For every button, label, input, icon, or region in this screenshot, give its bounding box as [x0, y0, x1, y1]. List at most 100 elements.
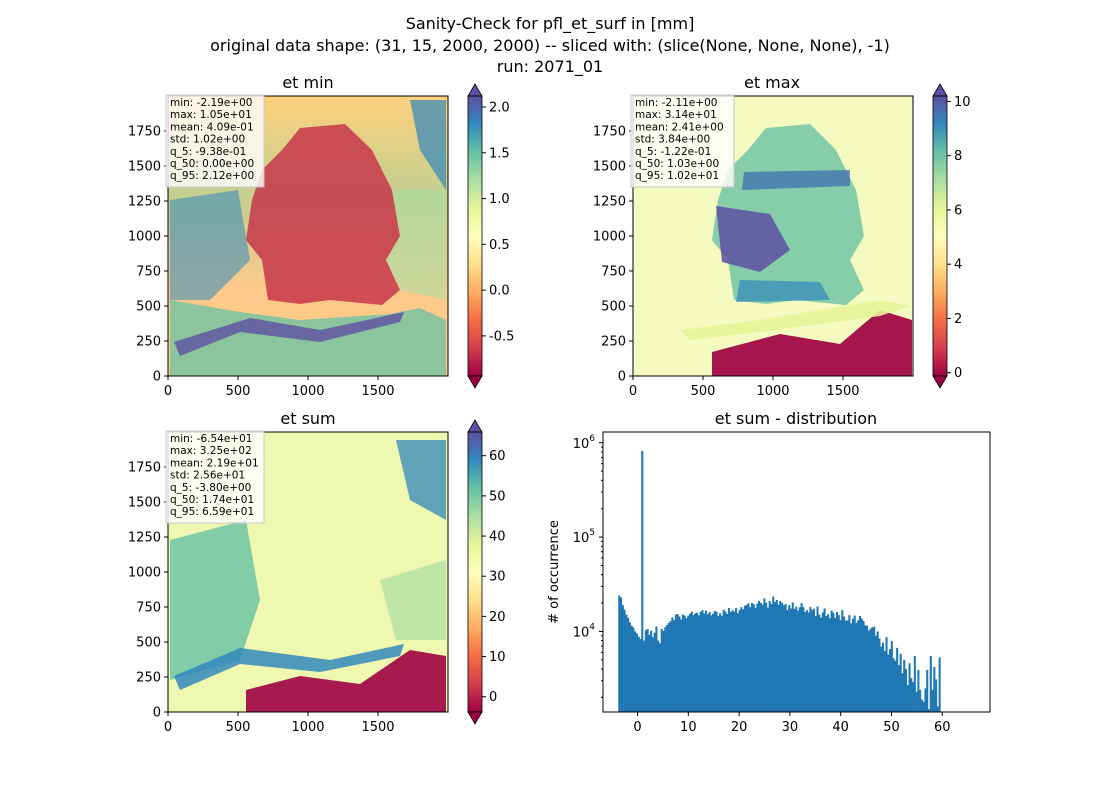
- colorbar-frame: [932, 95, 948, 377]
- hist-bar: [717, 615, 720, 712]
- hist-bar: [912, 682, 915, 712]
- stat-line: max: 3.14e+01: [635, 109, 717, 121]
- x-ticks: 0 500 1000 1500: [164, 712, 395, 735]
- hist-bar: [676, 614, 679, 712]
- stats-box-frame: [630, 94, 735, 188]
- stat-line: std: 2.56e+01: [170, 470, 245, 482]
- x-tick-label: 40: [832, 720, 849, 735]
- stat-line: min: -2.11e+00: [635, 97, 717, 109]
- y-tick-label: 750: [136, 265, 161, 280]
- hist-bar: [820, 617, 823, 712]
- hist-bar: [742, 609, 745, 712]
- x-tick-label: 0: [164, 384, 172, 399]
- hist-bar: [697, 615, 700, 712]
- hist-bar: [761, 604, 764, 712]
- hist-bar: [786, 610, 789, 712]
- hist-bar: [811, 610, 814, 712]
- y-ticks: 104 105 106: [573, 434, 603, 698]
- hist-bar: [690, 611, 693, 712]
- x-ticks: 0 500 1000 1500: [164, 376, 395, 399]
- hist-bar: [671, 617, 674, 712]
- hist-bar: [871, 627, 874, 712]
- stat-line: mean: 2.41e+00: [635, 121, 724, 133]
- hist-bar: [919, 689, 922, 712]
- hist-bar: [673, 620, 676, 712]
- colorbar-tick-label: 2.0: [489, 100, 510, 115]
- hist-bar: [795, 606, 798, 712]
- hist-bar: [866, 625, 869, 712]
- stat-line: q_95: 1.02e+01: [635, 170, 719, 182]
- hist-bar: [754, 607, 757, 712]
- hist-bar: [837, 615, 840, 712]
- hist-bar: [678, 616, 681, 712]
- stat-line: std: 3.84e+00: [635, 134, 710, 146]
- hist-bar: [793, 608, 796, 712]
- region-east: [386, 190, 446, 300]
- hist-bar: [715, 611, 718, 712]
- hist-bar: [664, 627, 667, 712]
- stat-line: q_95: 2.12e+00: [170, 170, 254, 182]
- hist-bar: [832, 612, 835, 712]
- hist-bar: [712, 613, 715, 712]
- y-tick-label: 750: [601, 265, 626, 280]
- hist-bar: [713, 610, 716, 712]
- hist-bar: [818, 614, 821, 712]
- colorbar-frame: [467, 95, 483, 377]
- hist-bar: [750, 603, 754, 712]
- hist-bar: [922, 701, 925, 712]
- hist-bar: [765, 602, 768, 712]
- y-tick-label: 0: [618, 370, 626, 385]
- stat-line: mean: 4.09e-01: [170, 121, 254, 133]
- panel-et-min: et min 0 500 1000 1500 0 250 500 750 1000 1250 15…: [128, 73, 514, 399]
- hist-bar: [800, 603, 803, 712]
- hist-bar: [775, 599, 778, 712]
- hist-bar: [635, 633, 639, 712]
- y-tick-label: 500: [136, 300, 161, 315]
- hist-bar: [853, 615, 856, 712]
- hist-bar: [804, 611, 807, 712]
- hist-bar: [883, 651, 886, 712]
- hist-bar: [692, 615, 695, 712]
- hist-bar: [814, 615, 817, 712]
- hist-bar: [917, 670, 920, 712]
- hist-bar: [699, 611, 702, 712]
- x-tick-label: 20: [731, 720, 748, 735]
- hist-bar: [881, 642, 885, 712]
- hist-bar: [706, 614, 709, 712]
- x-tick-label: 0: [629, 384, 637, 399]
- colorbar-tick-label: 10: [954, 95, 971, 110]
- hist-bar: [920, 699, 923, 712]
- x-tick-label: 0: [164, 720, 172, 735]
- panel-et-sum: et sum 0 500 1000 1500 02505007501000125015…: [128, 409, 506, 735]
- x-ticks: 0 500 1000 1500: [629, 376, 860, 399]
- hist-bar: [662, 631, 665, 712]
- colorbar-tick-label: 60: [489, 449, 506, 464]
- colorbar-tick-label: 4: [954, 258, 962, 273]
- hist-bar: [839, 620, 842, 712]
- x-tick-label: 30: [782, 720, 799, 735]
- x-ticks: 0 10 20 30 40 50 60: [633, 712, 951, 735]
- hist-bar: [641, 450, 644, 712]
- hist-bar: [908, 663, 911, 712]
- hist-bar: [890, 641, 893, 712]
- colorbar-tick-label: 1.0: [489, 192, 510, 207]
- hist-bar: [650, 630, 653, 712]
- hist-bar: [797, 610, 800, 712]
- hist-bar: [926, 670, 929, 712]
- hist-bar: [710, 615, 713, 712]
- hist-bar: [846, 620, 849, 712]
- hist-bar: [835, 611, 839, 712]
- region-band: [174, 312, 404, 356]
- suptitle-line-3: run: 2071_01: [497, 57, 603, 77]
- panel-title: et max: [744, 73, 800, 92]
- region-east: [380, 560, 446, 640]
- hist-bar: [660, 629, 663, 712]
- hist-bar: [816, 606, 819, 712]
- x-tick-label: 1000: [756, 384, 789, 399]
- hist-bar: [674, 614, 677, 712]
- y-tick-label: 1000: [128, 230, 161, 245]
- hist-bar: [805, 610, 808, 712]
- hist-bar: [807, 612, 810, 712]
